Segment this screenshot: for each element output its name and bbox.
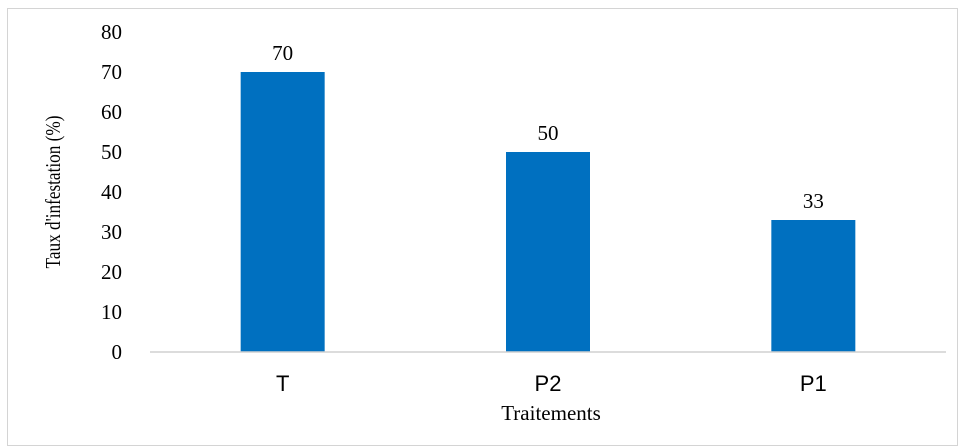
- x-axis-ticks: T P2 P1: [276, 371, 827, 396]
- y-tick-label: 30: [101, 220, 122, 244]
- x-tick-label-t: T: [276, 371, 289, 396]
- y-tick-label: 80: [101, 20, 122, 44]
- data-labels: 70 50 33: [272, 41, 824, 213]
- y-axis-title: Taux d'infestation (%): [43, 116, 66, 269]
- y-tick-label: 70: [101, 60, 122, 84]
- y-tick-label: 40: [101, 180, 122, 204]
- data-label-p2: 50: [538, 121, 559, 145]
- y-tick-label: 20: [101, 260, 122, 284]
- x-axis-title: Traitements: [501, 401, 601, 425]
- y-axis-ticks: 0 10 20 30 40 50 60 70 80: [101, 20, 122, 364]
- x-tick-label-p2: P2: [535, 371, 562, 396]
- bars: [240, 72, 856, 352]
- bar-p2: [506, 152, 590, 352]
- y-tick-label: 50: [101, 140, 122, 164]
- y-tick-label: 0: [112, 340, 123, 364]
- data-label-p1: 33: [803, 189, 824, 213]
- y-tick-label: 10: [101, 300, 122, 324]
- bar-t: [240, 72, 325, 352]
- x-tick-label-p1: P1: [800, 371, 827, 396]
- y-tick-label: 60: [101, 100, 122, 124]
- data-label-t: 70: [272, 41, 293, 65]
- bar-p1: [771, 220, 856, 352]
